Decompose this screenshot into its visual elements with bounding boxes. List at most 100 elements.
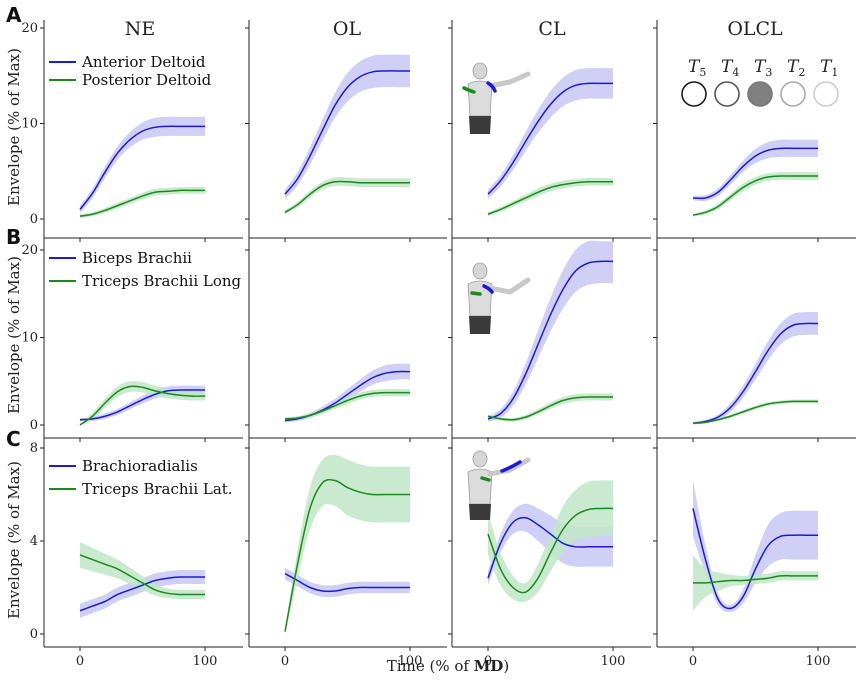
legend-row-c: Brachioradialis Triceps Brachii Lat.	[49, 457, 233, 498]
target-circle-t4	[714, 81, 740, 107]
muscle-biceps-brachii	[482, 284, 494, 294]
line-triceps-brachii-lat	[487, 507, 614, 594]
figure-arm	[487, 71, 531, 89]
line-triceps-brachii-long	[487, 396, 613, 421]
band-triceps-brachii-lat	[488, 480, 613, 602]
band-triceps-brachii-long	[488, 393, 613, 422]
figure-arm	[487, 457, 531, 477]
y-tick-label: 0	[30, 418, 38, 433]
line-triceps-brachii-long	[79, 385, 206, 426]
y-axis-label-row-c: Envelope (% of Max)	[5, 461, 23, 619]
line-triceps-brachii-lat	[79, 554, 206, 596]
legend-label-posterior-deltoid: Posterior Deltoid	[82, 71, 212, 89]
x-axis-label-bold: MD	[474, 657, 504, 675]
band-anterior-deltoid	[285, 54, 410, 199]
line-biceps-brachii	[79, 389, 205, 421]
line-triceps-brachii-long	[692, 400, 818, 424]
figure-pants	[469, 316, 491, 334]
x-tick-label: 100	[601, 654, 626, 669]
panel-a-olcl	[653, 20, 856, 242]
muscle-posterior-deltoid	[462, 86, 476, 94]
band-posterior-deltoid	[285, 177, 410, 215]
x-tick-label: 0	[689, 654, 697, 669]
legend-row-b: Biceps Brachii Triceps Brachii Long	[49, 249, 242, 290]
target-label-t3: T3	[754, 57, 772, 79]
x-tick-label: 0	[281, 654, 289, 669]
panel-b-ne: 0 10 20	[21, 232, 243, 442]
line-biceps-brachii	[692, 322, 819, 424]
legend-label-triceps-brachii-long: Triceps Brachii Long	[82, 272, 242, 290]
x-tick-label: 100	[398, 654, 423, 669]
y-tick-label: 8	[30, 441, 38, 456]
line-triceps-brachii-lat	[692, 574, 818, 584]
target-label-t4: T4	[721, 57, 739, 79]
line-anterior-deltoid	[692, 147, 818, 200]
y-tick-label: 0	[30, 627, 38, 642]
line-posterior-deltoid	[79, 189, 205, 217]
band-posterior-deltoid	[488, 177, 613, 217]
target-circle-t1	[813, 81, 839, 107]
line-anterior-deltoid	[487, 82, 613, 195]
panel-a-ne: 0 10 20	[21, 20, 243, 242]
panel-letter-a: A	[6, 3, 22, 27]
panel-b-ol	[245, 232, 447, 442]
line-posterior-deltoid	[284, 180, 410, 213]
muscle-triceps-brachii-long	[470, 291, 482, 296]
target-label-t2: T2	[787, 57, 805, 79]
legend-row-a: Anterior Deltoid Posterior Deltoid	[49, 53, 212, 89]
band-biceps-brachii	[693, 311, 818, 425]
target-label-t1: T1	[820, 57, 838, 79]
x-axis-label-prefix: Time (% of	[387, 657, 474, 675]
panel-a-ol	[245, 20, 447, 242]
line-triceps-brachii-long	[284, 391, 410, 420]
line-brachioradialis	[487, 516, 613, 579]
band-triceps-brachii-long	[80, 380, 205, 425]
y-axis-label-row-a: Envelope (% of Max)	[5, 48, 23, 206]
line-brachioradialis	[284, 572, 410, 593]
band-triceps-brachii-lat	[80, 542, 205, 600]
panels-layer: 0 10 20 0 10 20 0 4 8 0 100 0 100 0 100 0 100	[21, 20, 856, 669]
legend-label-anterior-deltoid: Anterior Deltoid	[81, 53, 206, 71]
x-tick-label: 0	[484, 654, 492, 669]
column-title-ne: NE	[125, 18, 156, 40]
band-biceps-brachii	[488, 240, 613, 422]
panel-letter-c: C	[6, 427, 21, 451]
target-label-t5: T5	[688, 57, 706, 79]
human-figure-row-c	[467, 450, 531, 520]
band-anterior-deltoid	[488, 67, 613, 199]
line-posterior-deltoid	[487, 180, 613, 215]
x-tick-label: 100	[193, 654, 218, 669]
line-brachioradialis	[692, 508, 818, 610]
figure-head	[472, 450, 488, 468]
target-circle-t5	[681, 81, 707, 107]
panel-c-olcl: 0 100	[653, 438, 856, 669]
figure-arm	[487, 277, 531, 295]
band-biceps-brachii	[285, 363, 410, 423]
y-tick-label: 20	[21, 21, 38, 36]
line-anterior-deltoid	[284, 70, 410, 195]
y-tick-label: 10	[21, 117, 38, 132]
y-axis-label-row-b: Envelope (% of Max)	[5, 256, 23, 414]
target-legend: T5 T4 T3 T2 T1	[681, 57, 839, 107]
band-brachioradialis	[285, 567, 410, 598]
panel-c-cl: 0 100	[448, 438, 651, 669]
human-figure-row-b	[467, 262, 531, 334]
legend-label-triceps-brachii-lat: Triceps Brachii Lat.	[82, 480, 233, 498]
band-posterior-deltoid	[80, 186, 205, 219]
band-triceps-brachii-lat	[285, 454, 410, 634]
figure-head	[472, 62, 488, 80]
line-biceps-brachii	[487, 260, 614, 420]
y-tick-label: 20	[21, 243, 38, 258]
figure-torso	[467, 280, 493, 317]
figure-head	[472, 262, 488, 280]
legend-label-biceps-brachii: Biceps Brachii	[82, 249, 192, 267]
line-brachioradialis	[79, 576, 205, 612]
muscle-brachioradialis	[500, 460, 522, 473]
x-tick-label: 0	[76, 654, 84, 669]
human-figure-row-a	[462, 62, 531, 134]
y-tick-label: 0	[30, 212, 38, 227]
column-title-ol: OL	[333, 18, 362, 40]
legend-label-brachioradialis: Brachioradialis	[82, 457, 198, 475]
panel-c-ne: 0 4 8 0 100	[30, 438, 243, 669]
panel-b-cl	[448, 232, 651, 442]
